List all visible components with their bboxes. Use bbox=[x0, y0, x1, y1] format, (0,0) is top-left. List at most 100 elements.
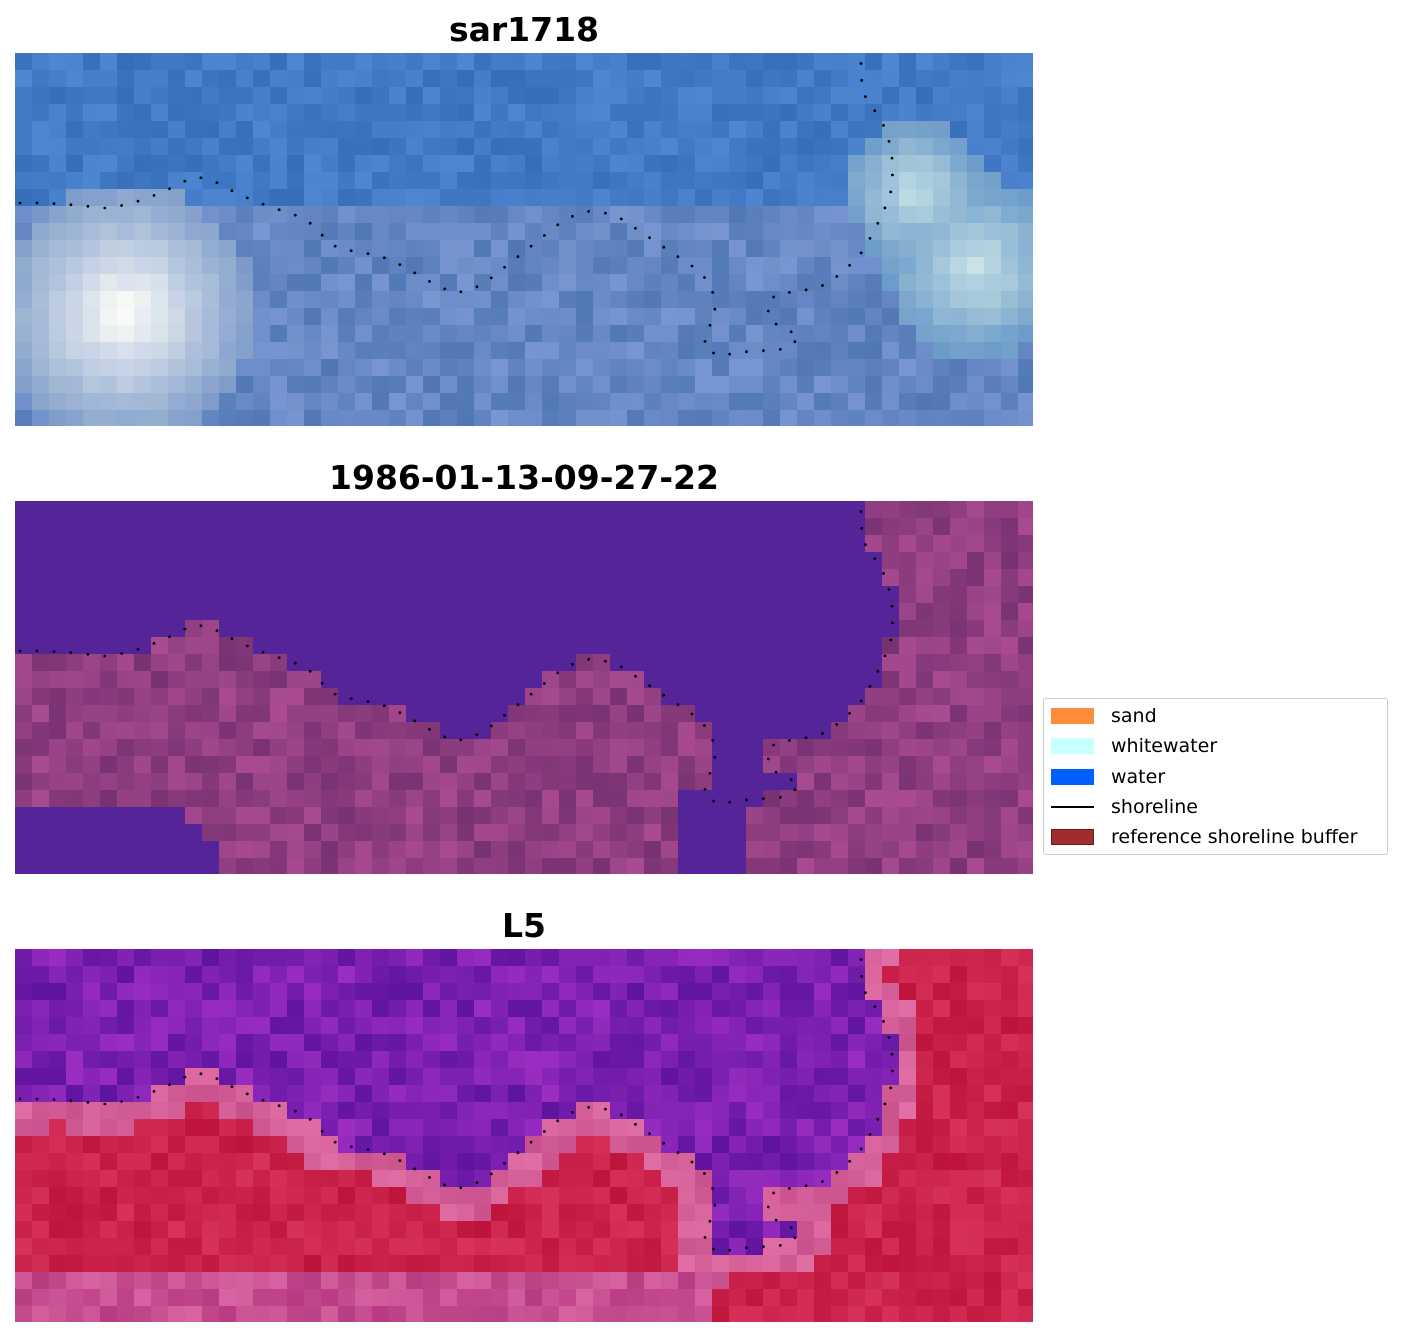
class-pixel bbox=[372, 552, 390, 570]
class-pixel bbox=[593, 739, 611, 757]
index-pixel bbox=[406, 1136, 424, 1154]
index-pixel bbox=[967, 1017, 985, 1035]
class-pixel bbox=[474, 688, 492, 706]
rgb-pixel bbox=[848, 155, 866, 173]
rgb-pixel bbox=[848, 240, 866, 258]
index-pixel bbox=[882, 1272, 900, 1290]
index-pixel bbox=[831, 1136, 849, 1154]
rgb-pixel bbox=[32, 172, 50, 190]
index-pixel bbox=[389, 1272, 407, 1290]
class-pixel bbox=[865, 705, 883, 723]
index-pixel bbox=[202, 1255, 220, 1273]
index-pixel bbox=[32, 1153, 50, 1171]
rgb-pixel bbox=[525, 410, 543, 426]
rgb-pixel bbox=[576, 240, 594, 258]
class-pixel bbox=[321, 841, 339, 859]
index-pixel bbox=[678, 1238, 696, 1256]
rgb-pixel bbox=[984, 359, 1002, 377]
rgb-pixel bbox=[355, 291, 373, 309]
class-pixel bbox=[848, 535, 866, 553]
rgb-pixel bbox=[695, 308, 713, 326]
class-pixel bbox=[831, 671, 849, 689]
rgb-pixel bbox=[882, 172, 900, 190]
class-pixel bbox=[933, 552, 951, 570]
rgb-pixel bbox=[134, 291, 152, 309]
shoreline-point bbox=[774, 322, 778, 326]
index-pixel bbox=[644, 983, 662, 1001]
class-pixel bbox=[100, 535, 118, 553]
class-pixel bbox=[661, 569, 679, 587]
index-pixel bbox=[304, 1204, 322, 1222]
class-pixel bbox=[457, 824, 475, 842]
index-pixel bbox=[440, 1221, 458, 1239]
index-pixel bbox=[678, 1085, 696, 1103]
rgb-pixel bbox=[287, 376, 305, 394]
shoreline-point bbox=[168, 635, 171, 638]
index-pixel bbox=[491, 1238, 509, 1256]
class-pixel bbox=[100, 671, 118, 689]
rgb-pixel bbox=[49, 138, 67, 156]
class-pixel bbox=[593, 841, 611, 859]
index-pixel bbox=[423, 1221, 441, 1239]
rgb-pixel bbox=[49, 410, 67, 426]
rgb-pixel bbox=[559, 87, 577, 105]
rgb-pixel bbox=[270, 325, 288, 343]
rgb-pixel bbox=[66, 189, 84, 207]
class-pixel bbox=[15, 620, 33, 638]
class-pixel bbox=[372, 807, 390, 825]
rgb-pixel bbox=[542, 410, 560, 426]
rgb-pixel bbox=[236, 376, 254, 394]
rgb-pixel bbox=[321, 393, 339, 411]
class-pixel bbox=[287, 586, 305, 604]
rgb-pixel bbox=[746, 138, 764, 156]
class-pixel bbox=[49, 552, 67, 570]
rgb-pixel bbox=[202, 53, 220, 71]
rgb-pixel bbox=[678, 87, 696, 105]
index-pixel bbox=[933, 1017, 951, 1035]
index-pixel bbox=[661, 1068, 679, 1086]
class-pixel bbox=[440, 552, 458, 570]
index-pixel bbox=[270, 1204, 288, 1222]
rgb-pixel bbox=[984, 206, 1002, 224]
class-pixel bbox=[678, 790, 696, 808]
index-pixel bbox=[321, 1017, 339, 1035]
rgb-pixel bbox=[559, 138, 577, 156]
class-pixel bbox=[321, 858, 339, 874]
shoreline-point bbox=[245, 1092, 249, 1096]
index-pixel bbox=[746, 966, 764, 984]
class-pixel bbox=[32, 586, 50, 604]
index-pixel bbox=[406, 966, 424, 984]
index-pixel bbox=[933, 1136, 951, 1154]
class-pixel bbox=[746, 739, 764, 757]
index-pixel bbox=[627, 1136, 645, 1154]
class-pixel bbox=[865, 824, 883, 842]
index-pixel bbox=[66, 1102, 84, 1120]
index-pixel bbox=[627, 1034, 645, 1052]
class-pixel bbox=[32, 603, 50, 621]
rgb-pixel bbox=[882, 359, 900, 377]
class-pixel bbox=[729, 535, 747, 553]
index-pixel bbox=[712, 1272, 730, 1290]
index-pixel bbox=[389, 1289, 407, 1307]
rgb-pixel bbox=[644, 308, 662, 326]
rgb-pixel bbox=[15, 189, 33, 207]
rgb-pixel bbox=[151, 325, 169, 343]
rgb-pixel bbox=[49, 206, 67, 224]
index-pixel bbox=[882, 1136, 900, 1154]
class-pixel bbox=[644, 603, 662, 621]
rgb-pixel bbox=[848, 87, 866, 105]
rgb-pixel bbox=[49, 291, 67, 309]
rgb-pixel bbox=[695, 274, 713, 292]
rgb-pixel bbox=[593, 342, 611, 360]
class-pixel bbox=[508, 756, 526, 774]
index-pixel bbox=[15, 1238, 33, 1256]
rgb-pixel bbox=[916, 257, 934, 275]
class-pixel bbox=[712, 739, 730, 757]
rgb-pixel bbox=[100, 223, 118, 241]
shoreline-point bbox=[793, 1236, 797, 1240]
class-pixel bbox=[457, 501, 475, 519]
index-pixel bbox=[321, 1272, 339, 1290]
class-pixel bbox=[406, 858, 424, 874]
index-pixel bbox=[814, 1187, 832, 1205]
index-pixel bbox=[185, 1306, 203, 1322]
